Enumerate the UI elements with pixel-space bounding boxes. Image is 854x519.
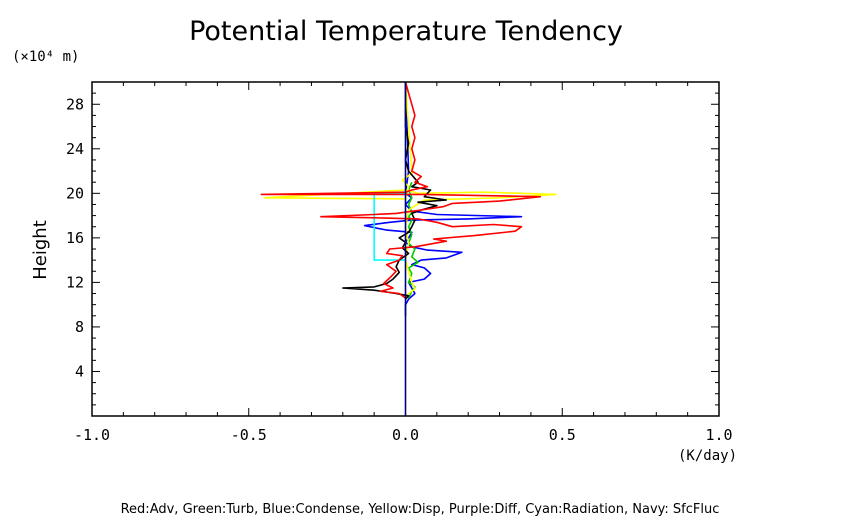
x-tick-label: 1.0	[705, 426, 732, 444]
y-tick-label: 4	[75, 362, 84, 380]
x-tick-label: 0.5	[549, 426, 576, 444]
y-unit-label: (×10⁴ m)	[12, 49, 79, 65]
y-tick-label: 24	[66, 140, 84, 158]
axis-ticks: -1.0 -0.5 0.0 0.5 1.0 4 8 12 16 20 24 28	[66, 81, 733, 444]
y-tick-label: 8	[75, 318, 84, 336]
series-layer	[260, 81, 557, 416]
y-tick-label: 12	[66, 273, 84, 291]
y-tick-label: 16	[66, 229, 84, 247]
chart-title: Potential Temperature Tendency	[189, 16, 623, 47]
y-tick-label: 20	[66, 184, 84, 202]
plot-frame	[91, 81, 720, 417]
x-tick-label: -1.0	[74, 426, 110, 444]
x-axis-unit: (K/day)	[678, 448, 737, 464]
series-line-5	[260, 81, 542, 299]
x-tick-label: 0.0	[392, 426, 419, 444]
y-axis-label: Height	[30, 220, 51, 280]
x-tick-label: -0.5	[231, 426, 267, 444]
legend-text: Red:Adv, Green:Turb, Blue:Condense, Yell…	[121, 502, 720, 517]
y-tick-label: 28	[66, 95, 84, 113]
